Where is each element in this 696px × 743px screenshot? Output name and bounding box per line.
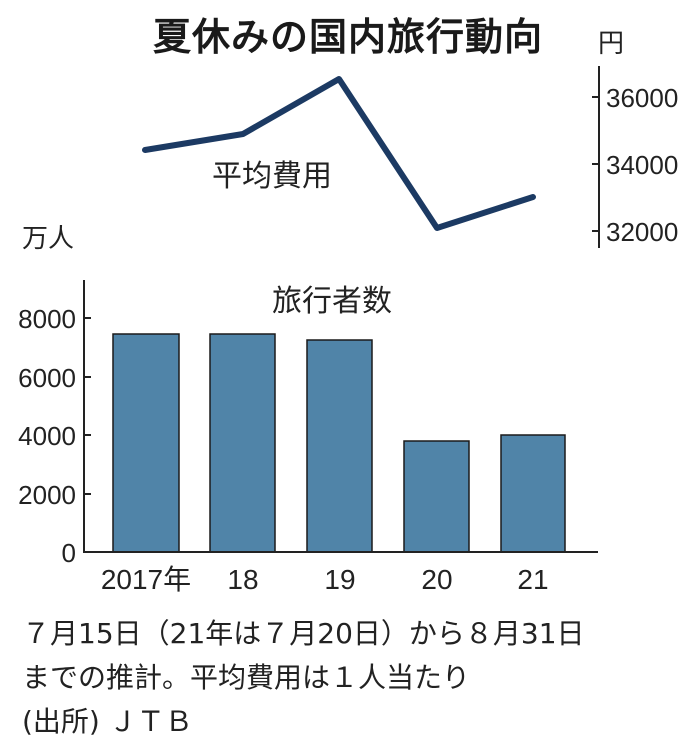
x-label-20: 20	[421, 564, 452, 595]
bar-y-unit: 万人	[22, 224, 74, 254]
bar-tick-6000: 6000	[18, 363, 76, 393]
chart-title: 夏休みの国内旅行動向	[152, 15, 543, 59]
line-tick-32000: 32000	[606, 217, 678, 247]
x-label-19: 19	[324, 564, 355, 595]
average-cost-line	[142, 76, 536, 231]
line-tick-36000: 36000	[606, 83, 678, 113]
traveler-bars	[112, 333, 566, 553]
bar-tick-8000: 8000	[18, 304, 76, 334]
bar-2020	[403, 440, 470, 553]
footnote-line-1: ７月15日（21年は７月20日）から８月31日	[22, 617, 585, 650]
source-note: (出所) ＪＴＢ	[22, 705, 193, 738]
bar-tick-0: 0	[62, 538, 76, 568]
line-y-axis: 円 36000 34000 32000	[592, 29, 678, 248]
bar-y-axis: 万人 8000 6000 4000 2000 0	[18, 224, 91, 568]
bar-tick-4000: 4000	[18, 421, 76, 451]
x-label-2017: 2017年	[101, 564, 191, 595]
line-series-label: 平均費用	[212, 159, 332, 194]
footnote-line-2: までの推計。平均費用は１人当たり	[22, 661, 471, 694]
x-label-21: 21	[517, 564, 548, 595]
x-axis-labels: 2017年 18 19 20 21	[101, 564, 549, 595]
bar-series-label: 旅行者数	[272, 284, 392, 319]
bar-2018	[209, 333, 276, 553]
line-tick-34000: 34000	[606, 150, 678, 180]
bar-tick-2000: 2000	[18, 480, 76, 510]
line-y-unit: 円	[598, 29, 624, 59]
bar-2019	[306, 339, 373, 553]
x-label-18: 18	[227, 564, 258, 595]
bar-2017	[112, 333, 180, 553]
bar-2021	[500, 434, 566, 553]
